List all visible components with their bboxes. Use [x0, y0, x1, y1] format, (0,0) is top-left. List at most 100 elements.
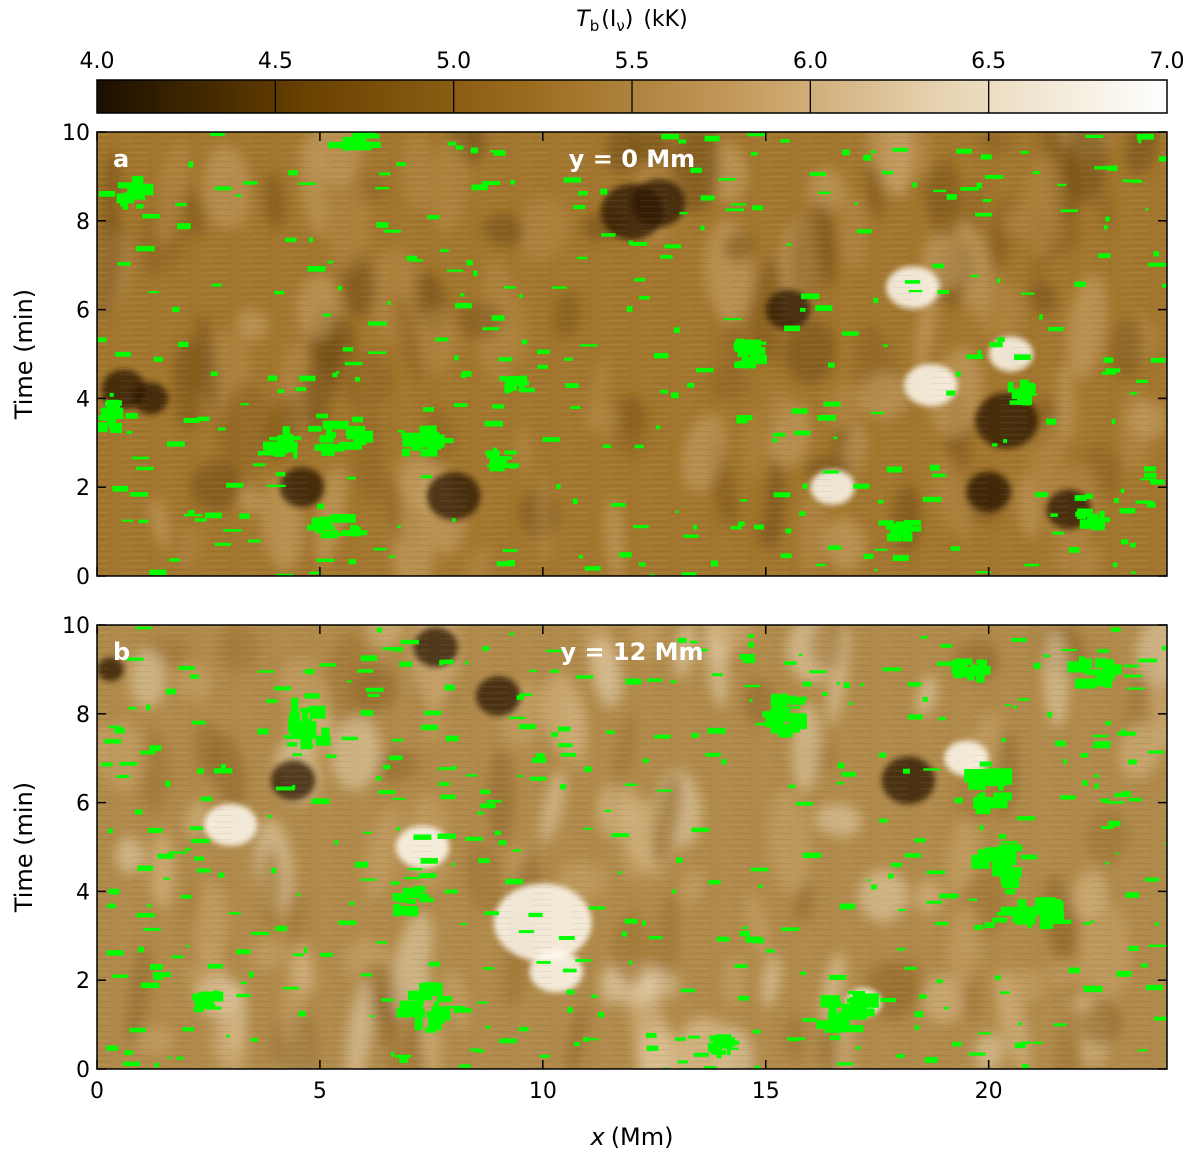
overlay-blob: [141, 196, 146, 200]
overlay-blob: [402, 887, 409, 900]
overlay-pixels: [1158, 156, 1167, 162]
overlay-pixels: [823, 401, 841, 407]
overlay-pixels: [828, 974, 847, 980]
overlay-pixels: [125, 412, 138, 419]
overlay-pixels: [679, 211, 688, 215]
overlay-pixels: [1052, 531, 1064, 535]
overlay-pixels: [376, 627, 382, 633]
overlay-blob: [1013, 388, 1027, 398]
overlay-pixels: [1092, 734, 1109, 738]
overlay-pixels: [671, 889, 676, 894]
overlay-blob: [411, 446, 420, 451]
overlay-pixels: [498, 840, 507, 846]
overlay-pixels: [421, 724, 438, 731]
overlay-blob: [288, 441, 298, 452]
overlay-pixels: [539, 1054, 550, 1058]
overlay-pixels: [1111, 627, 1121, 632]
overlay-pixels: [678, 139, 687, 144]
overlay-pixels: [499, 1038, 517, 1044]
overlay-pixels: [250, 1037, 258, 1042]
overlay-pixels: [303, 947, 308, 954]
overlay-pixels: [655, 425, 661, 430]
overlay-blob: [1084, 669, 1107, 675]
overlay-blob: [1020, 386, 1036, 396]
overlay-pixels: [168, 851, 188, 854]
overlay-pixels: [1103, 225, 1108, 230]
overlay-pixels: [982, 199, 992, 202]
overlay-pixels: [638, 295, 650, 300]
overlay-pixels: [391, 738, 404, 742]
overlay-pixels: [1074, 281, 1086, 287]
overlay-pixels: [1128, 759, 1137, 765]
overlay-pixels: [478, 858, 490, 864]
overlay-blob: [359, 436, 367, 446]
overlay-pixels: [473, 270, 478, 277]
overlay-pixels: [373, 547, 387, 551]
overlay-pixels: [308, 425, 322, 432]
overlay-pixels: [1145, 984, 1164, 991]
overlay-pixels: [1018, 698, 1030, 701]
overlay-pixels: [217, 427, 226, 431]
overlay-blob: [890, 528, 897, 537]
overlay-blob: [816, 1020, 837, 1029]
overlay-pixels: [892, 555, 910, 562]
overlay-pixels: [576, 256, 588, 260]
overlay-pixels: [754, 524, 764, 530]
overlay-pixels: [235, 194, 242, 197]
overlay-blob: [413, 885, 426, 894]
overlay-blob: [707, 1042, 718, 1052]
overlay-pixels: [648, 936, 663, 940]
overlay-pixels: [841, 331, 859, 336]
overlay-pixels: [937, 289, 950, 294]
overlay-pixels: [863, 154, 872, 161]
overlay-blob: [885, 523, 901, 530]
overlay-pixels: [266, 699, 278, 703]
overlay-blob: [902, 532, 913, 542]
overlay-pixels: [382, 764, 391, 770]
overlay-pixels: [563, 357, 573, 361]
overlay-pixels: [700, 225, 705, 231]
overlay-pixels: [1145, 877, 1159, 882]
overlay-pixels: [604, 809, 612, 812]
overlay-blob: [788, 699, 806, 705]
y-tick-label: 6: [76, 792, 90, 817]
overlay-blob: [198, 992, 212, 1000]
overlay-pixels: [486, 799, 502, 803]
overlay-pixels: [209, 132, 225, 137]
overlay-pixels: [444, 889, 458, 894]
overlay-blob: [494, 456, 508, 463]
overlay-pixels: [946, 193, 957, 200]
overlay-pixels: [801, 293, 820, 300]
overlay-pixels: [1020, 150, 1029, 154]
overlay-pixels: [200, 796, 213, 802]
overlay-pixels: [914, 1025, 920, 1031]
overlay-blob: [715, 1034, 732, 1043]
overlay-pixels: [108, 725, 122, 729]
overlay-blob: [1015, 912, 1036, 925]
overlay-pixels: [266, 449, 282, 455]
overlay-pixels: [207, 963, 223, 969]
overlay-pixels: [738, 995, 750, 1001]
overlay-pixels: [126, 657, 144, 661]
overlay-pixels: [1120, 539, 1129, 545]
overlay-pixels: [166, 441, 185, 447]
panel-a-frame: [96, 131, 1168, 577]
overlay-blob: [206, 996, 214, 1002]
overlay-pixels: [220, 764, 226, 769]
overlay-blob: [262, 441, 281, 451]
overlay-blob: [314, 525, 323, 534]
overlay-pixels: [439, 249, 449, 253]
overlay-pixels: [1148, 944, 1167, 948]
overlay-pixels: [836, 682, 841, 685]
overlay-blob: [319, 435, 334, 443]
overlay-pixels: [572, 498, 578, 505]
overlay-blob: [752, 347, 766, 355]
overlay-pixels: [382, 647, 394, 651]
overlay-pixels: [625, 678, 642, 685]
y-tick-label: 0: [76, 565, 90, 590]
overlay-pixels: [960, 187, 980, 191]
overlay-pixels: [1083, 922, 1092, 925]
overlay-pixels: [870, 150, 876, 154]
overlay-pixels: [369, 1015, 375, 1018]
overlay-pixels: [486, 464, 501, 468]
